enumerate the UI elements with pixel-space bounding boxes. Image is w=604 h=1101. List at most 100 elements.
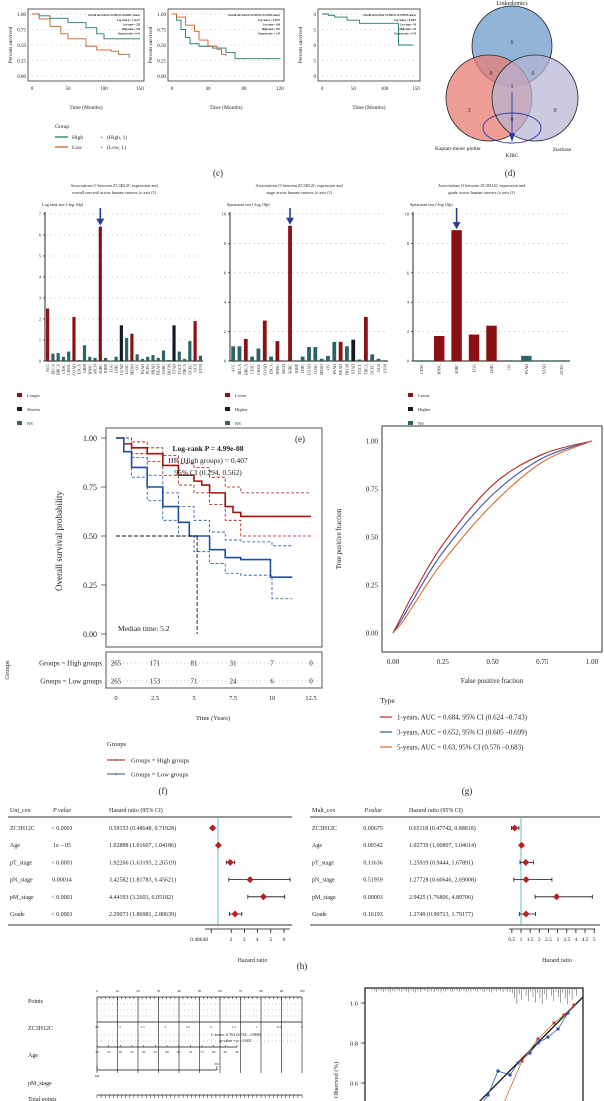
x-tick-label: UCS	[193, 364, 198, 372]
x-tick-label: 40	[206, 87, 212, 92]
x-tick-label: 5	[192, 695, 195, 702]
km-curve-low	[116, 437, 293, 578]
x-tick-label: ESCA	[77, 364, 82, 374]
zc3h12c-tick-label: 4	[119, 1025, 121, 1029]
x-tick-label: 50	[66, 87, 72, 92]
y-axis-label: Percent survived	[148, 26, 154, 63]
row-label: Age	[312, 843, 322, 849]
stat-text: Low num = 259	[123, 24, 141, 27]
x-tick-label: 5	[270, 937, 273, 943]
stat-text: Hazard ratio = 0.78	[394, 33, 416, 36]
hr-point-diamond	[522, 910, 530, 918]
bar-blca	[51, 353, 55, 361]
calibration-point	[556, 1027, 560, 1031]
y-axis-label: Observed (%)	[333, 1062, 340, 1098]
x-tick-label: CHOL	[66, 363, 71, 374]
y-tick-label: 10	[222, 212, 226, 217]
age-tick-label: 50	[142, 1050, 146, 1054]
y-tick-label: 0.75	[157, 29, 166, 34]
y-axis-label: Spearman test (-log 10p)	[410, 202, 453, 207]
p-value: 0.51959	[363, 878, 383, 884]
x-tick-label: 120	[276, 87, 284, 92]
hr-point-diamond	[511, 824, 519, 832]
calibration-point	[520, 1059, 524, 1063]
x-tick-label: GBM	[82, 364, 87, 374]
hr-point-diamond	[522, 858, 530, 866]
bar-cesc	[416, 360, 427, 361]
bar-lihc	[114, 356, 118, 361]
row-label: pN_stage	[312, 878, 335, 884]
x-tick-label: 0.50	[486, 658, 499, 666]
x-tick-label: KICH	[93, 364, 98, 374]
legend-label: Higher	[418, 407, 431, 412]
y-tick-label: 0.25	[157, 60, 166, 65]
p-value: 0.00342	[363, 843, 383, 849]
bar-kirc	[98, 226, 102, 361]
nomogram-row-label: Points	[28, 999, 44, 1005]
stat-annotation: Log-rank P = 4.99e-08	[173, 444, 244, 453]
y-tick-label: 0.75	[366, 486, 379, 494]
risk-count: 81	[191, 660, 199, 668]
x-axis-label: Time (Years)	[196, 715, 230, 722]
bar-lihc	[300, 356, 305, 361]
risk-count: 153	[150, 678, 161, 686]
x-tick-label: UCEC	[187, 364, 192, 375]
x-tick-label: 4	[575, 937, 578, 943]
risk-row-label: Groups = High groups	[39, 660, 102, 668]
stat-text: Hazard ratio = 1.45	[258, 33, 280, 36]
arrow-head-icon	[452, 222, 461, 230]
calibration-point	[516, 1061, 520, 1065]
age-tick-label: 60	[165, 1050, 169, 1054]
points-tick-label: 0	[96, 989, 98, 993]
row-label: Grade	[312, 912, 327, 918]
bar-ucec	[556, 360, 567, 361]
points-tick-label: 10	[116, 989, 120, 993]
row-label: ZC3H12C	[312, 826, 337, 832]
forest-plot-multi-cox: Mult_cox P.value Hazard ratio (95% CI) ZC3H…	[310, 807, 600, 964]
censor-mark-icon: +	[114, 773, 118, 779]
hazard-ratio-text: 0.59153 (0.48648, 0.71928)	[109, 825, 176, 832]
km-plot-km-stad: 0.00 0.25 0.50 0.75 1.00 0 40 80 120 Time (Months…	[148, 8, 285, 111]
bar-prad	[151, 355, 155, 361]
legend-label: NS	[27, 421, 33, 426]
y-tick-label: 0.50	[366, 534, 379, 542]
hr-point-diamond	[553, 893, 561, 901]
y-tick-label: 2	[407, 329, 409, 334]
bar-brca	[56, 353, 60, 361]
y-tick-label: 1.00	[17, 13, 26, 18]
stat-text: High num = 182	[262, 28, 281, 31]
age-tick-label: 70	[189, 1050, 193, 1054]
bar-cesc	[61, 356, 66, 361]
bar-chol	[256, 348, 261, 361]
calibration-point	[562, 1013, 566, 1017]
x-tick-label: 50	[351, 87, 357, 92]
risk-count: 0	[309, 660, 313, 668]
bar-acc	[231, 346, 236, 361]
points-tick-label: 60	[218, 989, 222, 993]
panel-label-f: (f)	[159, 786, 168, 796]
zc3h12c-tick-label: 4.5	[95, 1025, 100, 1029]
zc3h12c-tick-label: 2.5	[186, 1025, 191, 1029]
y-tick-label: 1.00	[366, 438, 379, 446]
bar-meso	[130, 333, 134, 361]
bar-ov	[503, 360, 515, 361]
y-tick-label: 0	[314, 13, 317, 18]
x-tick-label: LUSC	[124, 364, 129, 375]
legend-label: Low	[72, 145, 82, 151]
venn-region-count: 0	[554, 108, 557, 114]
calibration-plot: 1.00.80.60.4Observed (%)	[333, 987, 584, 1101]
x-tick-label: COAD	[71, 364, 76, 375]
calibration-point	[572, 1003, 576, 1007]
x-tick-label: OV	[506, 364, 511, 370]
y-axis-label: Percent survived	[298, 26, 304, 63]
x-tick-label: PCPG	[145, 364, 150, 374]
legend-label: Higher	[235, 407, 248, 412]
x-tick-label: 0.00	[387, 658, 400, 666]
bar-kich	[93, 357, 97, 361]
nomogram-row-label: ZC3H12C	[28, 1026, 53, 1032]
bar-skcm	[345, 346, 349, 361]
x-tick-label: THCA	[182, 364, 187, 375]
risk-count: 31	[230, 660, 238, 668]
